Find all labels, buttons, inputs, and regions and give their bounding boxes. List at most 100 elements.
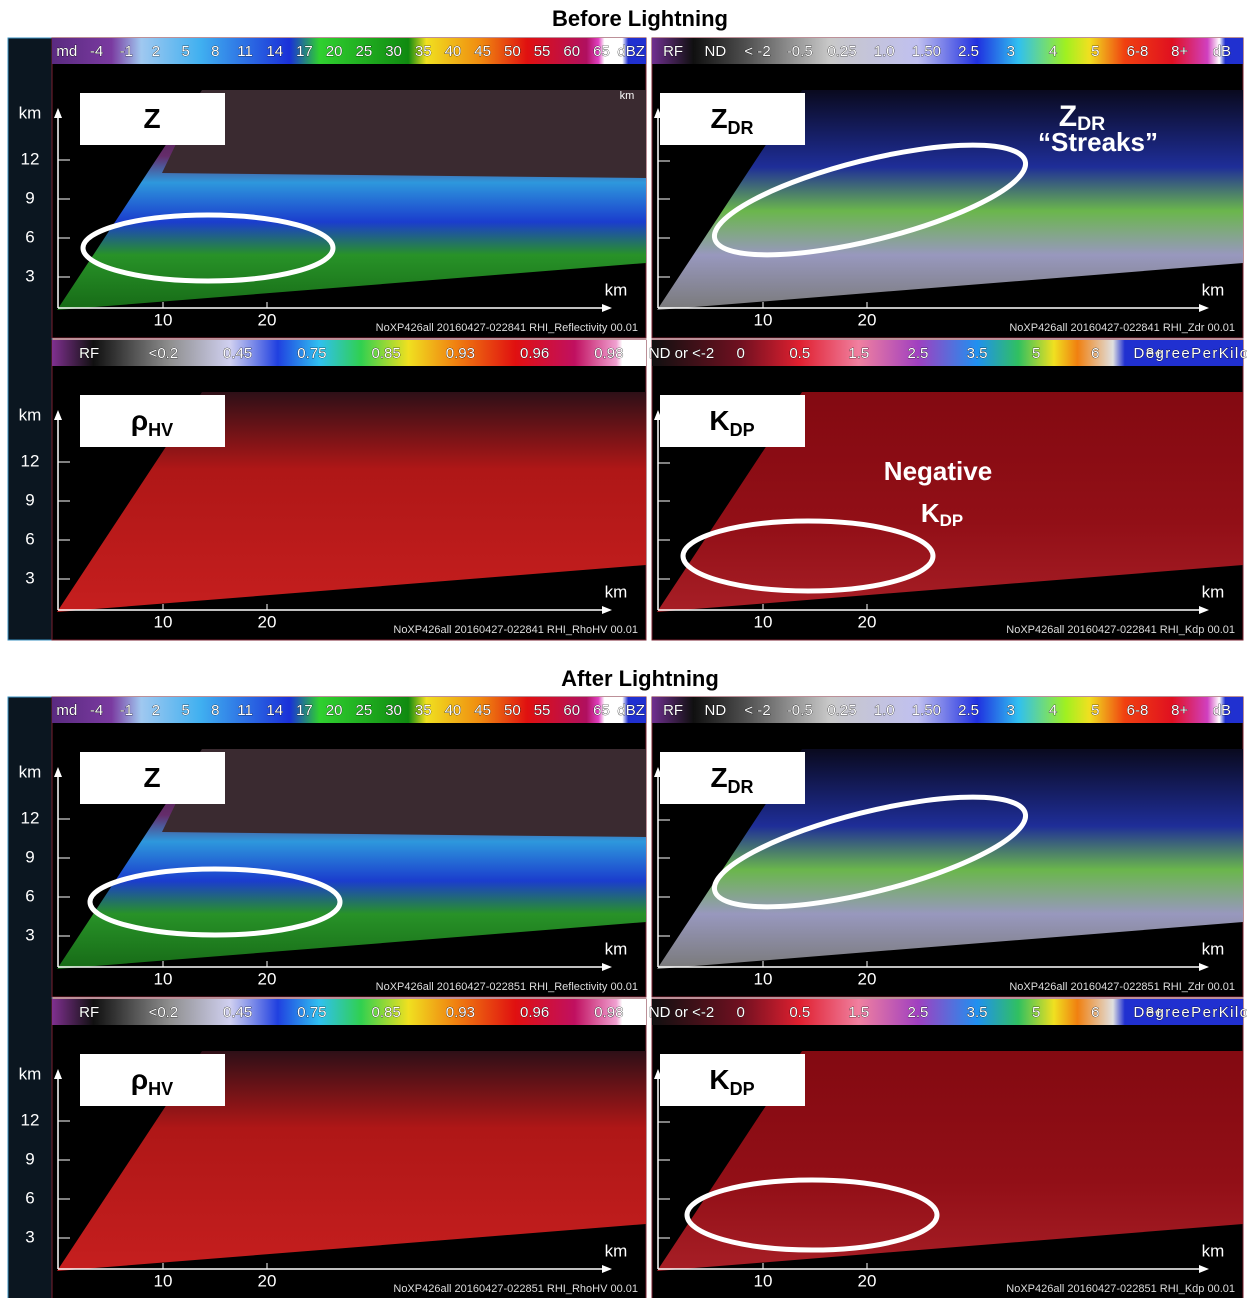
colorbar-label: 0.93 — [446, 1004, 475, 1021]
section-title: Before Lightning — [552, 6, 728, 31]
colorbar-label: 20 — [326, 702, 343, 719]
colorbar-label: 25 — [356, 43, 373, 60]
colorbar-label: 6 — [1091, 345, 1099, 362]
label-sub: DR — [728, 777, 754, 797]
colorbar — [52, 38, 646, 64]
colorbar-label: 2 — [152, 43, 160, 60]
colorbar-label: 17 — [296, 702, 313, 719]
y-axis-unit: km — [19, 103, 42, 122]
colorbar-label: 3.5 — [967, 1004, 988, 1021]
x-tick-label: 10 — [154, 969, 173, 988]
label-sub: DR — [728, 118, 754, 138]
y-tick-label: 6 — [25, 227, 34, 246]
colorbar-label: 14 — [266, 702, 283, 719]
colorbar-label: 4 — [1049, 702, 1057, 719]
colorbar-label: 8+ — [1171, 43, 1188, 60]
x-tick-label: 20 — [858, 969, 877, 988]
colorbar-label: 30 — [385, 702, 402, 719]
axis-sidebar — [8, 697, 52, 1298]
radar-panel: RFND< -2-0.50.251.01.502.53456-88+dBZDR1… — [652, 38, 1243, 338]
panel-footer: NoXP426all 20160427-022841 RHI_Reflectiv… — [376, 322, 638, 334]
colorbar-label: 3 — [1007, 43, 1015, 60]
colorbar-label: -4 — [90, 702, 103, 719]
colorbar-label: 55 — [534, 43, 551, 60]
colorbar-label: 14 — [266, 43, 283, 60]
annotation: km — [620, 90, 635, 102]
colorbar-label: 2.5 — [958, 702, 979, 719]
colorbar-label: 5 — [1032, 345, 1040, 362]
colorbar-label: 0.75 — [297, 1004, 326, 1021]
y-tick-label: 9 — [25, 490, 34, 509]
colorbar-label: dB — [1213, 43, 1231, 60]
colorbar-label: 6 — [1091, 1004, 1099, 1021]
upper-echo — [162, 90, 646, 178]
colorbar-label: <0.2 — [149, 1004, 179, 1021]
colorbar-label: ND or <-2 — [649, 1004, 714, 1021]
colorbar-label: 0.45 — [223, 1004, 252, 1021]
colorbar — [52, 999, 646, 1025]
colorbar-label: 6-8 — [1127, 702, 1149, 719]
colorbar-label: 0.98 — [594, 1004, 623, 1021]
colorbar-label: 17 — [296, 43, 313, 60]
section-title: After Lightning — [561, 666, 719, 691]
colorbar-label: 0.75 — [297, 345, 326, 362]
y-axis-unit: km — [19, 405, 42, 424]
colorbar-label: 1.5 — [848, 345, 869, 362]
x-axis-unit: km — [605, 939, 628, 958]
x-axis-unit: km — [1202, 582, 1225, 601]
radar-panel: ND or <-200.51.52.53.5568+DegreePerKilom… — [649, 999, 1247, 1298]
y-tick-label: 9 — [25, 188, 34, 207]
colorbar-label: 1.0 — [874, 702, 895, 719]
x-tick-label: 20 — [258, 612, 277, 631]
x-tick-label: 20 — [258, 1271, 277, 1290]
colorbar-label: 65 — [593, 702, 610, 719]
colorbar-label: <0.2 — [149, 345, 179, 362]
panel-footer: NoXP426all 20160427-022851 RHI_Reflectiv… — [376, 981, 638, 993]
figure: Before Lightningmd-4-1258111417202530354… — [0, 0, 1247, 1298]
colorbar-label: 0.25 — [827, 702, 856, 719]
colorbar-label: 5 — [1032, 1004, 1040, 1021]
label-main: Z — [710, 762, 727, 793]
colorbar-label: 50 — [504, 702, 521, 719]
colorbar-label: < -2 — [744, 702, 770, 719]
colorbar-label: 60 — [563, 702, 580, 719]
y-tick-label: 9 — [25, 1149, 34, 1168]
variable-label: Z — [143, 103, 160, 134]
y-tick-label: 12 — [21, 149, 40, 168]
variable-label: Z — [143, 762, 160, 793]
colorbar-label: RF — [79, 1004, 99, 1021]
colorbar-label: 0.5 — [789, 1004, 810, 1021]
colorbar-label: ND — [704, 702, 726, 719]
x-axis-unit: km — [1202, 1241, 1225, 1260]
colorbar-label: 5 — [1091, 43, 1099, 60]
colorbar-label: 3 — [1007, 702, 1015, 719]
colorbar-label: 0.25 — [827, 43, 856, 60]
colorbar-label: md — [56, 702, 77, 719]
colorbar-label: 3.5 — [967, 345, 988, 362]
colorbar-label: -1 — [120, 43, 133, 60]
panel-footer: NoXP426all 20160427-022851 RHI_RhoHV 00.… — [393, 1283, 638, 1295]
colorbar-label: dBZ — [617, 702, 645, 719]
colorbar-label: 0 — [736, 1004, 744, 1021]
x-axis-unit: km — [605, 280, 628, 299]
colorbar-label: 1.50 — [912, 702, 941, 719]
annotation-text: km — [620, 90, 635, 102]
y-tick-label: 12 — [21, 808, 40, 827]
colorbar-label: 2.5 — [908, 345, 929, 362]
label-sub: HV — [148, 420, 173, 440]
panel-footer: NoXP426all 20160427-022851 RHI_Zdr 00.01 — [1009, 981, 1235, 993]
x-tick-label: 20 — [258, 310, 277, 329]
colorbar-label: 35 — [415, 43, 432, 60]
colorbar-label: -0.5 — [787, 43, 813, 60]
colorbar-label: 5 — [1091, 702, 1099, 719]
colorbar-label: 4 — [1049, 43, 1057, 60]
y-tick-label: 9 — [25, 847, 34, 866]
colorbar-label: 30 — [385, 43, 402, 60]
y-axis-unit: km — [19, 1064, 42, 1083]
colorbar — [52, 340, 646, 366]
colorbar-label: 1.0 — [874, 43, 895, 60]
label-main: Z — [143, 762, 160, 793]
colorbar-label: md — [56, 43, 77, 60]
y-tick-label: 6 — [25, 1188, 34, 1207]
